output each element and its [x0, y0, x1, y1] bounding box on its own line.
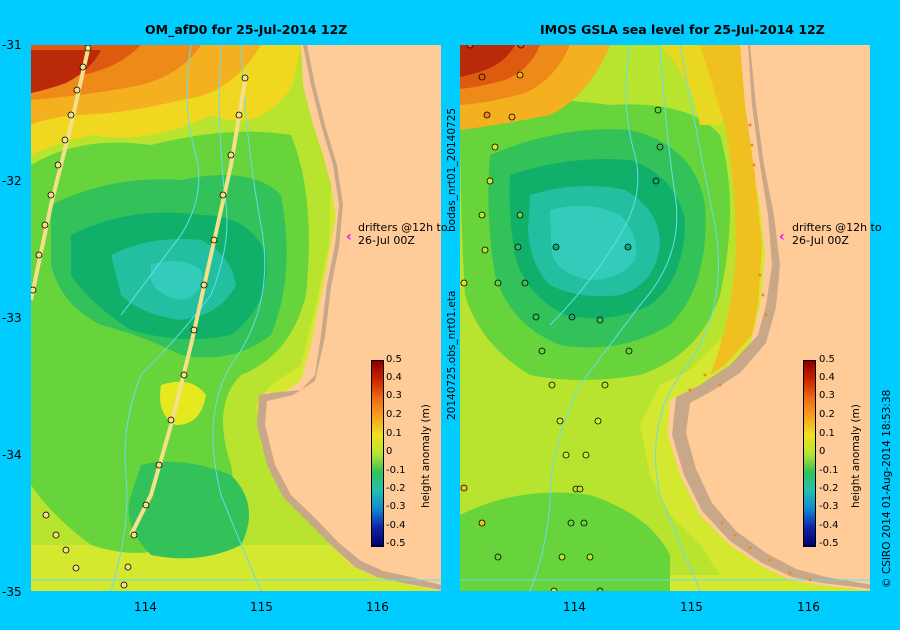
y-tick-label: -31 [2, 38, 22, 52]
y-tick-label: -34 [2, 448, 22, 462]
x-tick-label: 116 [366, 600, 389, 614]
colorbar-right-label: height anomaly (m) [850, 404, 862, 508]
left-panel-title: OM_afD0 for 25-Jul-2014 12Z [145, 22, 348, 37]
drifter-note: drifters @12h to 26-Jul 00Z [358, 221, 448, 247]
right-map [460, 45, 870, 591]
x-tick-label: 115 [680, 600, 703, 614]
colorbar-left-label: height anomaly (m) [420, 404, 432, 508]
x-tick-label: 114 [563, 600, 586, 614]
dataset-label-bodas: bodas_nrt01_20140725 [446, 107, 458, 232]
dataset-label-obs: 20140725.obs_nrt01.eta [446, 290, 458, 420]
colorbar-right [803, 360, 816, 547]
y-tick-label: -35 [2, 585, 22, 599]
left-map [31, 45, 441, 591]
drifter-arrow-icon: ‹ [779, 229, 785, 245]
colorbar-left [371, 360, 384, 547]
drifter-arrow-icon: ‹ [346, 229, 352, 245]
drifter-note: drifters @12h to 26-Jul 00Z [792, 221, 882, 247]
credit-label: © CSIRO 2014 01-Aug-2014 18:53:38 [881, 389, 893, 588]
y-tick-label: -32 [2, 174, 22, 188]
right-panel-title: IMOS GSLA sea level for 25-Jul-2014 12Z [540, 22, 825, 37]
x-tick-label: 114 [134, 600, 157, 614]
y-tick-label: -33 [2, 311, 22, 325]
x-tick-label: 115 [250, 600, 273, 614]
x-tick-label: 116 [797, 600, 820, 614]
